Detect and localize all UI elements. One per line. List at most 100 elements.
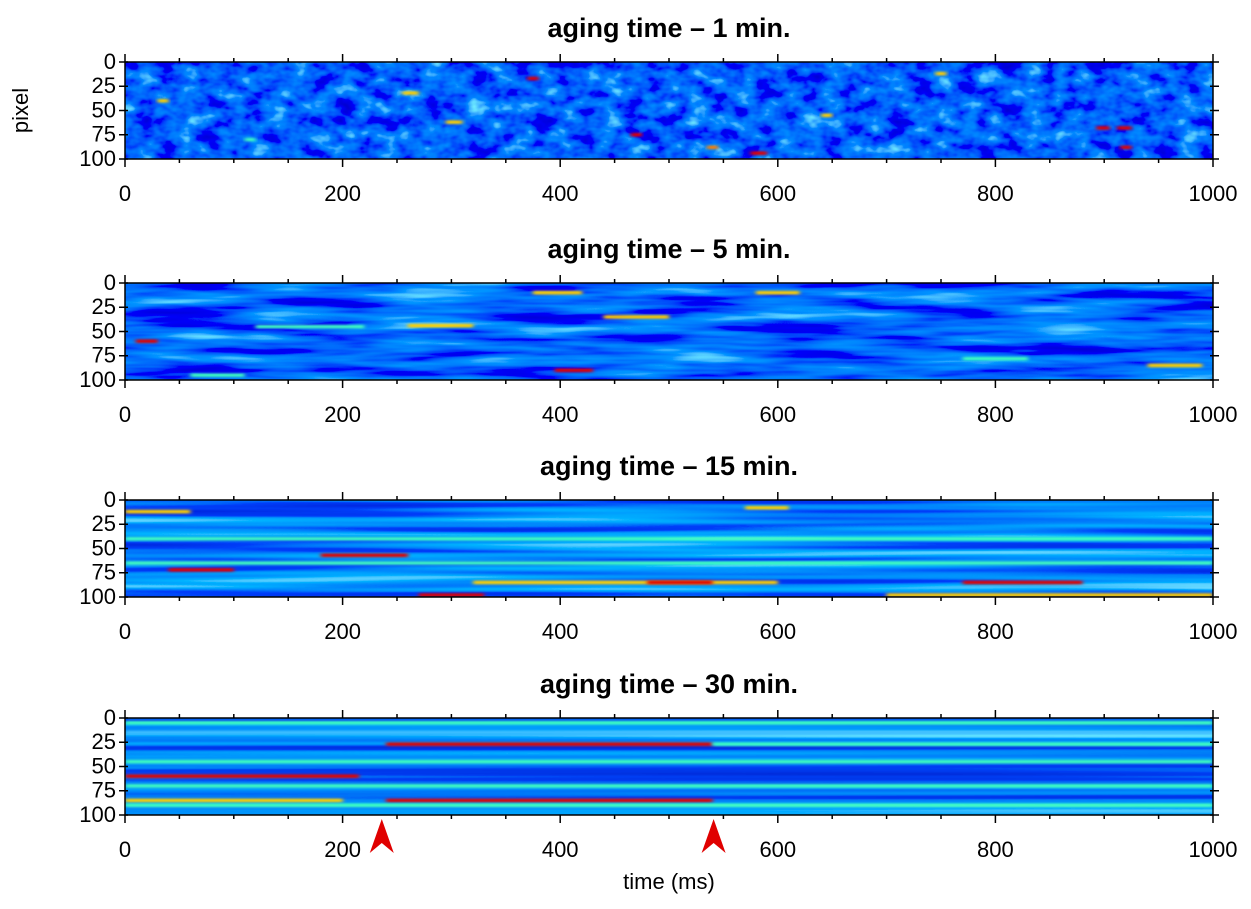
x-tick-label: 600 <box>759 402 796 427</box>
heat-streak <box>386 742 713 746</box>
x-tick-label: 0 <box>119 837 131 862</box>
heat-streak <box>821 113 833 118</box>
y-axis-label: pixel <box>8 88 33 133</box>
heat-streak <box>962 356 1029 361</box>
heat-streak <box>707 145 718 150</box>
x-tick-label: 400 <box>542 619 579 644</box>
heat-streak <box>168 568 234 572</box>
y-tick-label: 100 <box>79 146 116 171</box>
x-tick-label: 1000 <box>1189 619 1238 644</box>
x-tick-label: 600 <box>759 837 796 862</box>
segments <box>157 71 1132 155</box>
heat-streak <box>630 132 642 137</box>
x-tick-label: 400 <box>542 402 579 427</box>
heat-streak <box>255 324 365 329</box>
heat-streak <box>125 759 1213 764</box>
x-tick-label: 600 <box>759 619 796 644</box>
x-tick-label: 200 <box>324 402 361 427</box>
arrow-marker <box>701 819 726 853</box>
chart-title: aging time – 5 min. <box>547 234 790 264</box>
x-axis-label: time (ms) <box>623 869 715 894</box>
y-tick-label: 0 <box>104 705 116 730</box>
heat-streak <box>473 580 778 585</box>
x-tick-label: 1000 <box>1189 837 1238 862</box>
y-tick-label: 0 <box>104 49 116 74</box>
x-tick-label: 0 <box>119 181 131 206</box>
segments <box>125 505 1213 597</box>
x-tick-label: 800 <box>977 181 1014 206</box>
x-tick-label: 0 <box>119 402 131 427</box>
heat-streak <box>402 91 419 95</box>
y-tick-label: 75 <box>92 122 116 147</box>
heat-streak <box>647 580 713 585</box>
heat-streak <box>1147 363 1203 368</box>
heat-streak <box>386 798 713 803</box>
heatmap-background <box>125 283 1213 380</box>
x-tick-label: 800 <box>977 619 1014 644</box>
heat-streak <box>135 339 158 343</box>
heat-streak <box>418 593 485 597</box>
x-tick-label: 0 <box>119 619 131 644</box>
arrow-marker <box>369 819 394 853</box>
heat-streak <box>886 593 1213 597</box>
chart-title: aging time – 30 min. <box>540 669 798 699</box>
segments <box>135 290 1203 377</box>
chart-title: aging time – 1 min. <box>547 13 790 43</box>
heat-streak <box>125 509 191 514</box>
heat-streak <box>125 537 1213 541</box>
heatmap-background <box>125 62 1213 159</box>
y-tick-label: 0 <box>104 487 116 512</box>
heat-streak <box>157 99 169 103</box>
chart-title: aging time – 15 min. <box>540 451 798 481</box>
heat-streak <box>603 315 669 319</box>
y-tick-label: 25 <box>92 73 116 98</box>
y-tick-label: 100 <box>79 802 116 827</box>
y-tick-label: 100 <box>79 584 116 609</box>
heat-streak <box>125 730 1213 735</box>
heat-streak <box>745 505 789 510</box>
heat-streak <box>1096 126 1110 130</box>
heat-streak <box>1117 126 1132 130</box>
x-tick-label: 200 <box>324 837 361 862</box>
y-tick-label: 25 <box>92 511 116 536</box>
x-tick-label: 400 <box>542 837 579 862</box>
y-tick-label: 50 <box>92 753 116 778</box>
y-tick-label: 75 <box>92 343 116 368</box>
segments <box>125 721 1213 808</box>
heat-streak <box>125 798 343 803</box>
x-tick-label: 400 <box>542 181 579 206</box>
y-tick-label: 75 <box>92 560 116 585</box>
heat-streak <box>445 120 463 124</box>
y-tick-label: 50 <box>92 318 116 343</box>
heat-streak <box>125 721 1213 725</box>
x-tick-label: 600 <box>759 181 796 206</box>
heat-streak <box>962 580 1083 585</box>
x-tick-label: 1000 <box>1189 181 1238 206</box>
heat-streak <box>407 323 474 328</box>
heat-streak <box>125 803 1213 808</box>
heat-streak <box>533 290 582 295</box>
y-tick-label: 25 <box>92 729 116 754</box>
y-tick-label: 50 <box>92 535 116 560</box>
y-tick-label: 25 <box>92 294 116 319</box>
heat-streak <box>527 76 539 81</box>
heat-streak <box>190 373 245 377</box>
heat-streak <box>125 561 1213 565</box>
y-tick-label: 0 <box>104 270 116 295</box>
heat-streak <box>125 784 1213 788</box>
x-tick-label: 200 <box>324 619 361 644</box>
heat-streak <box>935 71 947 76</box>
heat-streak <box>244 137 256 142</box>
heat-streak <box>1120 145 1132 150</box>
heat-streak <box>712 742 1213 746</box>
y-tick-label: 50 <box>92 97 116 122</box>
x-tick-label: 800 <box>977 402 1014 427</box>
heat-streak <box>750 151 767 155</box>
y-tick-label: 75 <box>92 778 116 803</box>
heat-streak <box>554 368 593 373</box>
